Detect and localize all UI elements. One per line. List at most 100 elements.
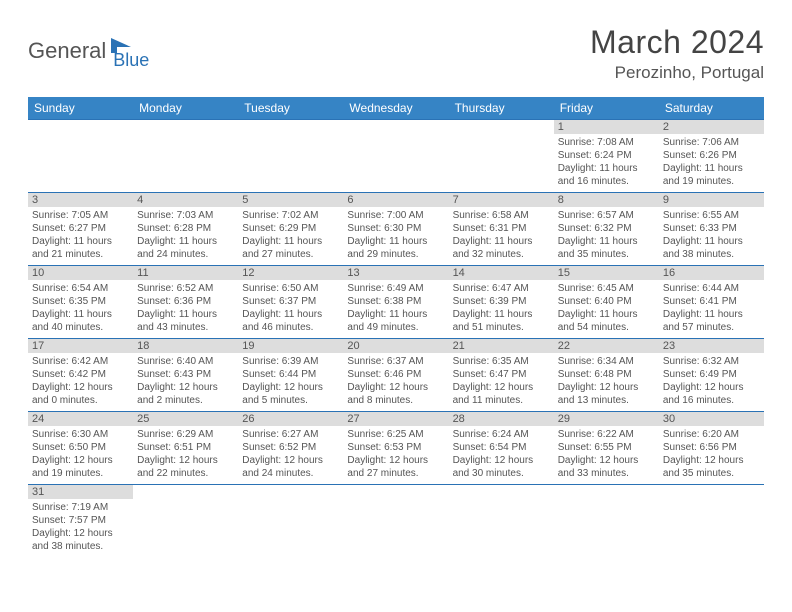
daylight-text: Daylight: 12 hours and 22 minutes. [137,454,234,480]
sunrise-text: Sunrise: 6:25 AM [347,428,444,441]
day-number-cell: 3 [28,193,133,208]
sunrise-text: Sunrise: 6:22 AM [558,428,655,441]
sunrise-text: Sunrise: 6:34 AM [558,355,655,368]
sunset-text: Sunset: 6:28 PM [137,222,234,235]
day-number-row: 10111213141516 [28,266,764,281]
daylight-text: Daylight: 12 hours and 33 minutes. [558,454,655,480]
day-content-cell [449,499,554,557]
daylight-text: Daylight: 12 hours and 8 minutes. [347,381,444,407]
sunrise-text: Sunrise: 6:20 AM [663,428,760,441]
day-number-cell: 2 [659,120,764,135]
day-content-cell: Sunrise: 7:05 AMSunset: 6:27 PMDaylight:… [28,207,133,266]
daylight-text: Daylight: 11 hours and 19 minutes. [663,162,760,188]
sunrise-text: Sunrise: 6:54 AM [32,282,129,295]
daylight-text: Daylight: 11 hours and 43 minutes. [137,308,234,334]
location-label: Perozinho, Portugal [590,63,764,83]
sunset-text: Sunset: 6:42 PM [32,368,129,381]
day-content-cell [554,499,659,557]
daylight-text: Daylight: 12 hours and 0 minutes. [32,381,129,407]
day-content-cell [238,134,343,193]
daylight-text: Daylight: 11 hours and 24 minutes. [137,235,234,261]
day-content-cell: Sunrise: 6:34 AMSunset: 6:48 PMDaylight:… [554,353,659,412]
sunset-text: Sunset: 6:31 PM [453,222,550,235]
day-number-cell: 25 [133,412,238,427]
sunrise-text: Sunrise: 6:37 AM [347,355,444,368]
day-number-cell: 1 [554,120,659,135]
sunrise-text: Sunrise: 6:55 AM [663,209,760,222]
daylight-text: Daylight: 12 hours and 24 minutes. [242,454,339,480]
day-content-cell: Sunrise: 6:47 AMSunset: 6:39 PMDaylight:… [449,280,554,339]
sunrise-text: Sunrise: 7:08 AM [558,136,655,149]
month-title: March 2024 [590,24,764,61]
day-number-cell [449,120,554,135]
sunrise-text: Sunrise: 6:30 AM [32,428,129,441]
day-content-cell: Sunrise: 6:50 AMSunset: 6:37 PMDaylight:… [238,280,343,339]
daylight-text: Daylight: 12 hours and 11 minutes. [453,381,550,407]
day-number-row: 24252627282930 [28,412,764,427]
day-content-cell: Sunrise: 6:52 AMSunset: 6:36 PMDaylight:… [133,280,238,339]
day-content-cell: Sunrise: 6:44 AMSunset: 6:41 PMDaylight:… [659,280,764,339]
day-number-cell: 20 [343,339,448,354]
sunrise-text: Sunrise: 6:50 AM [242,282,339,295]
sunrise-text: Sunrise: 7:02 AM [242,209,339,222]
day-content-cell: Sunrise: 6:54 AMSunset: 6:35 PMDaylight:… [28,280,133,339]
day-number-cell [238,485,343,500]
sunset-text: Sunset: 6:47 PM [453,368,550,381]
day-content-cell [133,499,238,557]
sunrise-text: Sunrise: 6:24 AM [453,428,550,441]
day-number-cell: 29 [554,412,659,427]
day-number-cell: 27 [343,412,448,427]
sunrise-text: Sunrise: 6:39 AM [242,355,339,368]
daylight-text: Daylight: 12 hours and 16 minutes. [663,381,760,407]
daylight-text: Daylight: 12 hours and 19 minutes. [32,454,129,480]
brand-part1: General [28,38,106,64]
day-number-cell: 4 [133,193,238,208]
sunrise-text: Sunrise: 6:57 AM [558,209,655,222]
sunset-text: Sunset: 6:33 PM [663,222,760,235]
daylight-text: Daylight: 11 hours and 38 minutes. [663,235,760,261]
day-content-cell [449,134,554,193]
day-content-cell: Sunrise: 6:45 AMSunset: 6:40 PMDaylight:… [554,280,659,339]
daylight-text: Daylight: 12 hours and 27 minutes. [347,454,444,480]
sunset-text: Sunset: 6:53 PM [347,441,444,454]
sunrise-text: Sunrise: 6:40 AM [137,355,234,368]
day-number-cell [133,120,238,135]
sunset-text: Sunset: 6:49 PM [663,368,760,381]
day-number-row: 31 [28,485,764,500]
day-number-row: 12 [28,120,764,135]
day-content-cell: Sunrise: 6:25 AMSunset: 6:53 PMDaylight:… [343,426,448,485]
sunset-text: Sunset: 6:32 PM [558,222,655,235]
daylight-text: Daylight: 11 hours and 27 minutes. [242,235,339,261]
daylight-text: Daylight: 11 hours and 40 minutes. [32,308,129,334]
sunrise-text: Sunrise: 6:58 AM [453,209,550,222]
day-number-cell [554,485,659,500]
day-content-cell: Sunrise: 6:58 AMSunset: 6:31 PMDaylight:… [449,207,554,266]
day-number-cell: 7 [449,193,554,208]
sunset-text: Sunset: 6:48 PM [558,368,655,381]
sunset-text: Sunset: 6:44 PM [242,368,339,381]
day-number-cell: 11 [133,266,238,281]
day-number-row: 17181920212223 [28,339,764,354]
day-content-cell: Sunrise: 6:39 AMSunset: 6:44 PMDaylight:… [238,353,343,412]
day-content-row: Sunrise: 6:54 AMSunset: 6:35 PMDaylight:… [28,280,764,339]
day-content-cell: Sunrise: 6:22 AMSunset: 6:55 PMDaylight:… [554,426,659,485]
sunset-text: Sunset: 6:40 PM [558,295,655,308]
sunset-text: Sunset: 6:35 PM [32,295,129,308]
day-number-cell: 22 [554,339,659,354]
daylight-text: Daylight: 11 hours and 51 minutes. [453,308,550,334]
sunrise-text: Sunrise: 7:06 AM [663,136,760,149]
day-content-cell: Sunrise: 6:30 AMSunset: 6:50 PMDaylight:… [28,426,133,485]
day-content-cell: Sunrise: 6:32 AMSunset: 6:49 PMDaylight:… [659,353,764,412]
sunset-text: Sunset: 6:51 PM [137,441,234,454]
daylight-text: Daylight: 12 hours and 2 minutes. [137,381,234,407]
sunset-text: Sunset: 6:29 PM [242,222,339,235]
day-number-cell [28,120,133,135]
daylight-text: Daylight: 11 hours and 54 minutes. [558,308,655,334]
sunset-text: Sunset: 6:46 PM [347,368,444,381]
daylight-text: Daylight: 11 hours and 46 minutes. [242,308,339,334]
title-block: March 2024 Perozinho, Portugal [590,24,764,83]
daylight-text: Daylight: 11 hours and 35 minutes. [558,235,655,261]
day-content-cell [343,134,448,193]
day-content-cell: Sunrise: 6:57 AMSunset: 6:32 PMDaylight:… [554,207,659,266]
day-number-cell: 13 [343,266,448,281]
